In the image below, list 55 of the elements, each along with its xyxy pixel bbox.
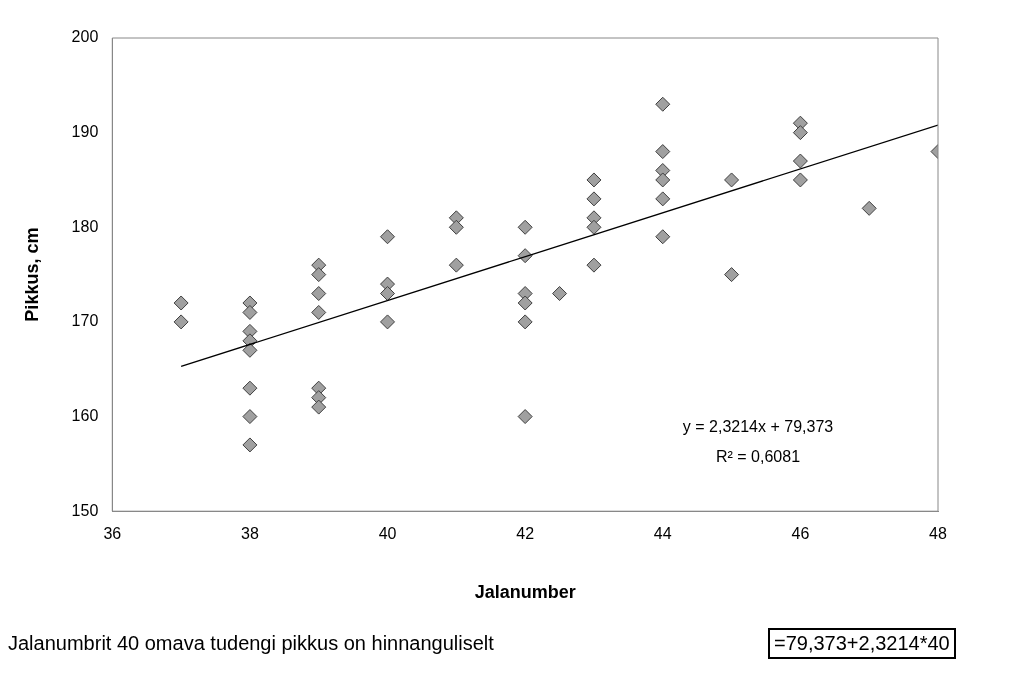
point: [380, 286, 396, 302]
point: [242, 437, 258, 453]
point: [311, 286, 327, 302]
point: [586, 257, 602, 273]
point: [792, 125, 808, 141]
x-tick-label: 46: [791, 525, 810, 543]
point: [517, 295, 533, 311]
point: [242, 304, 258, 320]
y-tick-label: 190: [71, 123, 99, 141]
point: [724, 172, 740, 188]
x-tick-label: 48: [929, 525, 947, 543]
point: [792, 153, 808, 169]
point: [242, 380, 258, 396]
annotation: y = 2,3214x + 79,373: [682, 417, 834, 435]
annotation: R² = 0,6081: [715, 447, 801, 465]
point: [242, 409, 258, 425]
point: [448, 257, 464, 273]
point: [724, 267, 740, 283]
point: [311, 399, 327, 415]
point: [311, 304, 327, 320]
point: [173, 295, 189, 311]
x-tick-label: 42: [516, 525, 535, 543]
point: [861, 200, 877, 216]
point: [655, 144, 671, 160]
x-tick-label: 38: [241, 525, 259, 543]
point: [517, 409, 533, 425]
point: [655, 191, 671, 207]
point: [792, 172, 808, 188]
point: [586, 191, 602, 207]
x-tick-label: 40: [378, 525, 397, 543]
point: [552, 286, 568, 302]
text: Jalanumbrit 40 omava tudengi pikkus on hinnanguliselt: [8, 632, 495, 655]
x-axis-title: Jalanumber: [474, 582, 576, 603]
y-tick-label: 170: [71, 312, 99, 330]
point: [517, 219, 533, 235]
point: [380, 314, 396, 330]
point: [380, 229, 396, 245]
point: [655, 96, 671, 112]
point: [311, 267, 327, 283]
point: [586, 172, 602, 188]
text: =79,373+2,3214*40: [768, 628, 956, 659]
y-axis-title: Pikkus, cm: [21, 227, 42, 322]
point: [655, 172, 671, 188]
y-tick-label: 200: [71, 28, 99, 46]
point: [517, 314, 533, 330]
y-tick-label: 150: [71, 501, 99, 519]
y-tick-label: 180: [71, 217, 99, 235]
point: [586, 219, 602, 235]
point: [655, 229, 671, 245]
x-tick-label: 36: [103, 525, 122, 543]
point: [242, 342, 258, 358]
x-tick-label: 44: [653, 525, 672, 543]
y-tick-label: 160: [71, 406, 99, 424]
point: [448, 219, 464, 235]
point: [173, 314, 189, 330]
